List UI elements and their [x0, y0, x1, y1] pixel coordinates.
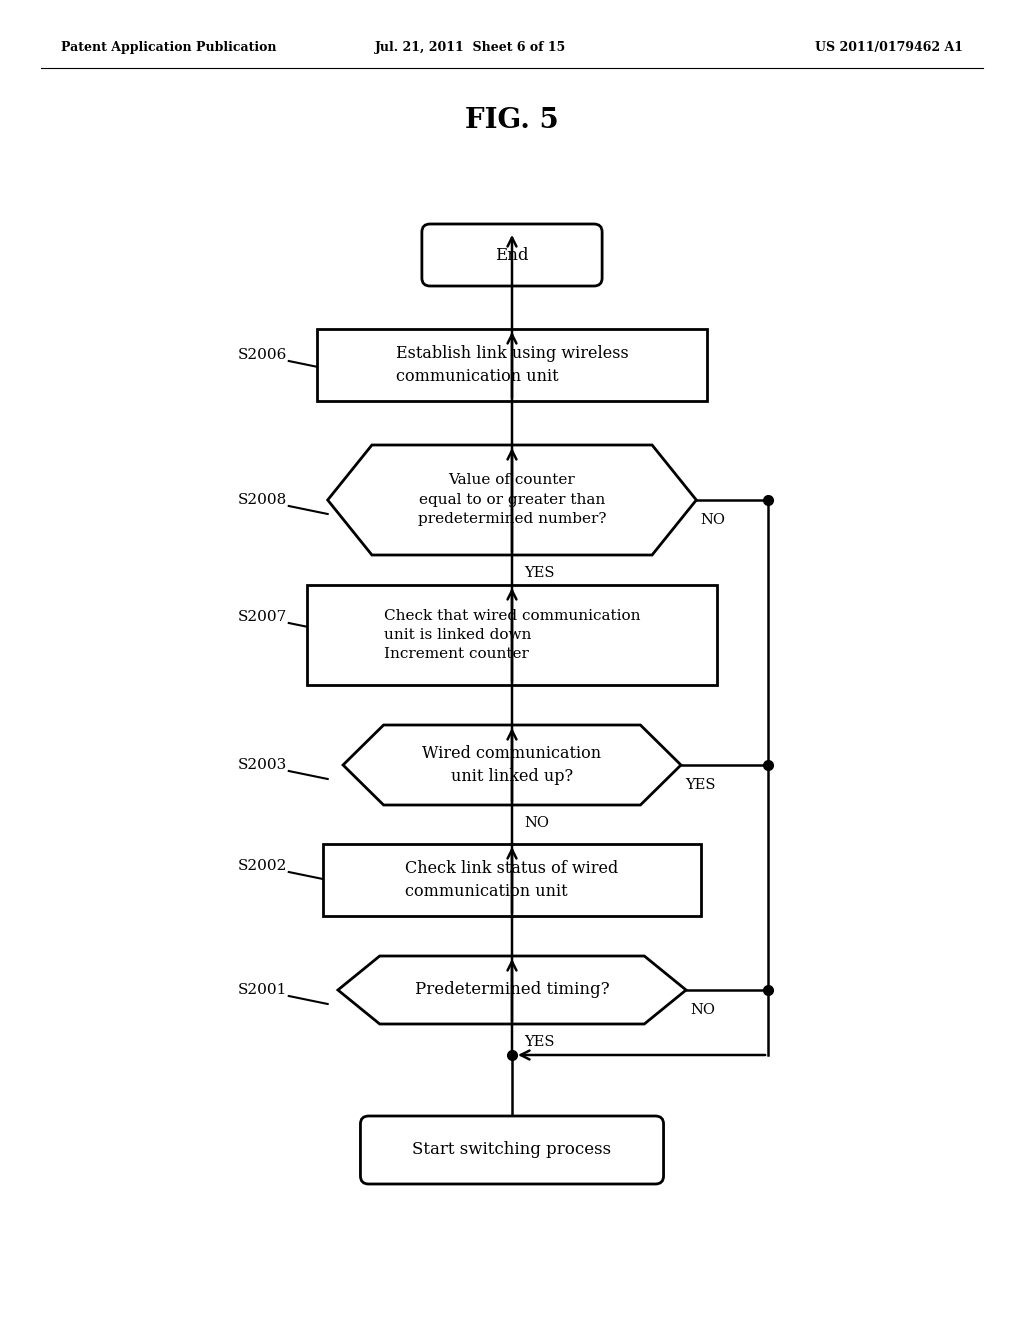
Bar	[307, 585, 717, 685]
Text: S2003: S2003	[238, 758, 287, 772]
Text: Predetermined timing?: Predetermined timing?	[415, 982, 609, 998]
Text: End: End	[496, 247, 528, 264]
Text: NO: NO	[690, 1003, 715, 1016]
Text: S2002: S2002	[238, 859, 287, 873]
Text: US 2011/0179462 A1: US 2011/0179462 A1	[814, 41, 963, 54]
Text: NO: NO	[700, 513, 725, 527]
Text: S2007: S2007	[238, 610, 287, 624]
Text: NO: NO	[524, 816, 549, 830]
Bar	[317, 329, 707, 401]
Bar	[323, 843, 701, 916]
Text: YES: YES	[524, 566, 555, 579]
Polygon shape	[328, 445, 696, 554]
FancyBboxPatch shape	[360, 1115, 664, 1184]
Text: FIG. 5: FIG. 5	[465, 107, 559, 133]
Text: S2001: S2001	[238, 983, 287, 997]
Text: S2008: S2008	[238, 492, 287, 507]
Text: Jul. 21, 2011  Sheet 6 of 15: Jul. 21, 2011 Sheet 6 of 15	[376, 41, 566, 54]
Text: S2006: S2006	[238, 348, 287, 362]
Polygon shape	[338, 956, 686, 1024]
Text: YES: YES	[685, 777, 716, 792]
Text: YES: YES	[524, 1035, 555, 1049]
Text: Wired communication
unit linked up?: Wired communication unit linked up?	[423, 744, 601, 785]
Text: Check link status of wired
communication unit: Check link status of wired communication…	[406, 859, 618, 900]
Text: Patent Application Publication: Patent Application Publication	[61, 41, 276, 54]
Text: Establish link using wireless
communication unit: Establish link using wireless communicat…	[395, 345, 629, 385]
Text: Start switching process: Start switching process	[413, 1142, 611, 1159]
FancyBboxPatch shape	[422, 224, 602, 286]
Text: Value of counter
equal to or greater than
predetermined number?: Value of counter equal to or greater tha…	[418, 474, 606, 527]
Text: Check that wired communication
unit is linked down
Increment counter: Check that wired communication unit is l…	[384, 609, 640, 661]
Polygon shape	[343, 725, 681, 805]
